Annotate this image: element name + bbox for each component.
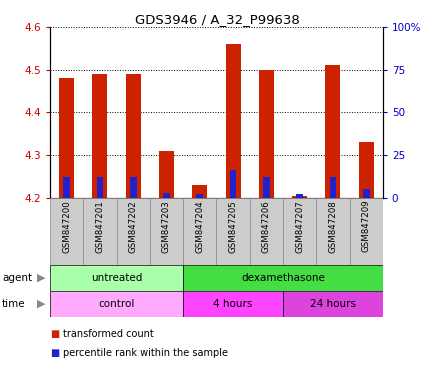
- Bar: [130, 177, 136, 198]
- Text: ▶: ▶: [37, 273, 46, 283]
- Text: 4 hours: 4 hours: [213, 299, 252, 309]
- Bar: [329, 177, 335, 198]
- Text: GSM847209: GSM847209: [361, 200, 370, 252]
- Bar: [92, 74, 107, 198]
- Bar: [50, 198, 83, 265]
- Bar: [149, 198, 183, 265]
- Bar: [125, 74, 140, 198]
- Text: control: control: [98, 299, 135, 309]
- Bar: [229, 170, 236, 198]
- Bar: [183, 198, 216, 265]
- Bar: [258, 70, 273, 198]
- Text: GSM847203: GSM847203: [161, 200, 171, 253]
- Bar: [292, 195, 306, 198]
- Bar: [316, 198, 349, 265]
- Text: GSM847204: GSM847204: [195, 200, 204, 253]
- Text: ■: ■: [50, 348, 59, 358]
- Bar: [183, 291, 283, 317]
- Bar: [283, 198, 316, 265]
- Text: GSM847207: GSM847207: [294, 200, 303, 253]
- Text: transformed count: transformed count: [63, 329, 154, 339]
- Text: percentile rank within the sample: percentile rank within the sample: [63, 348, 227, 358]
- Text: GSM847202: GSM847202: [128, 200, 138, 253]
- Bar: [349, 198, 382, 265]
- Bar: [50, 291, 183, 317]
- Bar: [263, 177, 269, 198]
- Bar: [183, 265, 382, 291]
- Text: GSM847208: GSM847208: [328, 200, 337, 253]
- Text: agent: agent: [2, 273, 32, 283]
- Text: GSM847205: GSM847205: [228, 200, 237, 253]
- Bar: [50, 265, 183, 291]
- Bar: [59, 78, 74, 198]
- Text: 24 hours: 24 hours: [309, 299, 355, 309]
- Bar: [249, 198, 283, 265]
- Bar: [296, 194, 302, 198]
- Bar: [192, 185, 207, 198]
- Bar: [63, 177, 70, 198]
- Bar: [362, 189, 368, 198]
- Text: untreated: untreated: [91, 273, 142, 283]
- Bar: [225, 44, 240, 198]
- Bar: [216, 198, 249, 265]
- Text: ■: ■: [50, 329, 59, 339]
- Bar: [325, 65, 339, 198]
- Bar: [358, 142, 373, 198]
- Bar: [283, 291, 382, 317]
- Bar: [96, 177, 103, 198]
- Bar: [163, 193, 169, 198]
- Text: GDS3946 / A_32_P99638: GDS3946 / A_32_P99638: [135, 13, 299, 26]
- Text: GSM847200: GSM847200: [62, 200, 71, 253]
- Bar: [83, 198, 116, 265]
- Bar: [196, 194, 203, 198]
- Text: GSM847206: GSM847206: [261, 200, 270, 253]
- Text: time: time: [2, 299, 26, 309]
- Text: ▶: ▶: [37, 299, 46, 309]
- Bar: [159, 151, 174, 198]
- Text: GSM847201: GSM847201: [95, 200, 104, 253]
- Bar: [116, 198, 149, 265]
- Text: dexamethasone: dexamethasone: [240, 273, 324, 283]
